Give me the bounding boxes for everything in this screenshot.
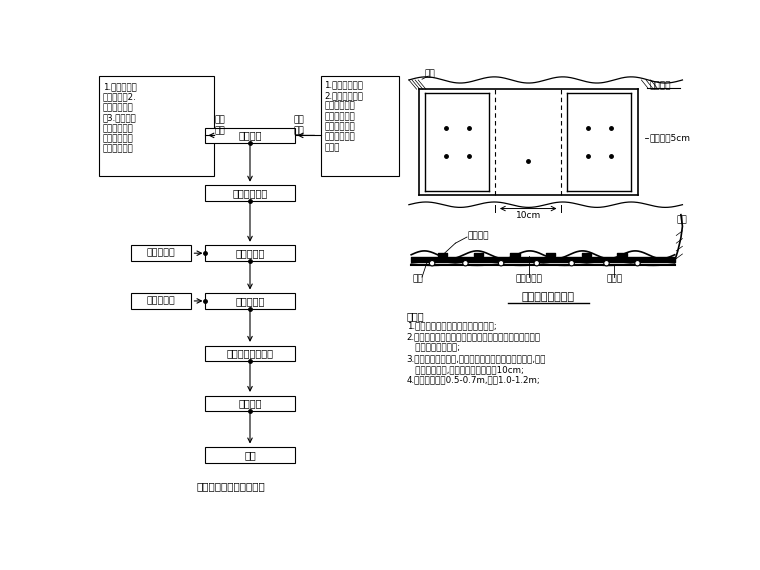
- Text: 热熔垫片: 热熔垫片: [467, 231, 489, 240]
- Bar: [205, 185, 295, 201]
- Bar: [131, 246, 192, 261]
- Bar: [205, 246, 295, 261]
- Text: 射钉: 射钉: [424, 70, 435, 78]
- Circle shape: [499, 260, 504, 266]
- Text: 喷砼: 喷砼: [676, 215, 687, 225]
- Text: 防水板搭接缝焊接: 防水板搭接缝焊接: [226, 348, 274, 359]
- Text: 洞内
准备: 洞内 准备: [293, 116, 304, 135]
- Text: 防水板铺设施工工艺框图: 防水板铺设施工工艺框图: [196, 481, 265, 491]
- Bar: [99, 76, 214, 176]
- Text: 处用热熔焊接,明缝搭接宽度不小于10cm;: 处用热熔焊接,明缝搭接宽度不小于10cm;: [407, 365, 524, 374]
- Text: 防水板铺设示意图: 防水板铺设示意图: [522, 292, 575, 302]
- Circle shape: [635, 260, 640, 266]
- Text: 塑料防水板: 塑料防水板: [515, 274, 543, 283]
- Text: 3.土工膜用射钉固定,防水板搭接在专用垫板固定木上,搭接: 3.土工膜用射钉固定,防水板搭接在专用垫板固定木上,搭接: [407, 354, 546, 363]
- Bar: [205, 293, 295, 308]
- Text: 洞外
准备: 洞外 准备: [214, 116, 225, 135]
- Text: 手动热熔器: 手动热熔器: [147, 296, 176, 306]
- Text: 防水板置度: 防水板置度: [236, 296, 264, 306]
- Text: 说明：: 说明：: [407, 311, 424, 321]
- Text: 粘接宽＜5cm: 粘接宽＜5cm: [649, 133, 690, 142]
- Text: 质量检查: 质量检查: [238, 398, 261, 408]
- Circle shape: [534, 260, 540, 266]
- Text: 平部位应修整补喷;: 平部位应修整补喷;: [407, 343, 460, 352]
- Circle shape: [569, 260, 575, 266]
- Text: 准备工作: 准备工作: [238, 131, 261, 140]
- Text: 验收: 验收: [244, 450, 256, 460]
- Text: 固定土工膜: 固定土工膜: [236, 248, 264, 258]
- Text: 10cm: 10cm: [515, 211, 541, 220]
- Bar: [205, 396, 295, 411]
- Bar: [205, 447, 295, 463]
- Text: 1.防水板在初期支护面上构足够连续;: 1.防水板在初期支护面上构足够连续;: [407, 321, 496, 331]
- Text: 射钉: 射钉: [413, 274, 423, 283]
- Text: 隧道纵向: 隧道纵向: [649, 81, 670, 90]
- Text: 1.工作台就位；
2.搭接锚杆头，
外露钢丝，锚
杆头周密料帽
单位，切断、
装丝头周砂浆
抹平。: 1.工作台就位； 2.搭接锚杆头， 外露钢丝，锚 杆头周密料帽 单位，切断、 装…: [325, 81, 363, 152]
- Bar: [205, 128, 295, 143]
- Circle shape: [463, 260, 468, 266]
- Text: 土工膜: 土工膜: [606, 274, 622, 283]
- Bar: [131, 293, 192, 308]
- Circle shape: [429, 260, 435, 266]
- Text: 4.射钉间距纵积0.5-0.7m,边墙1.0-1.2m;: 4.射钉间距纵积0.5-0.7m,边墙1.0-1.2m;: [407, 376, 540, 385]
- Bar: [205, 345, 295, 361]
- Text: 安装排水盲沟: 安装排水盲沟: [233, 188, 268, 198]
- Text: 1.防水板材料
质量检查；2.
面焊缝搭接验
；3.防水板分
块邻边缘二般
截取，将块邻
的对称叠起。: 1.防水板材料 质量检查；2. 面焊缝搭接验 ；3.防水板分 块邻边缘二般 截取…: [103, 82, 137, 154]
- Bar: [321, 76, 399, 176]
- Circle shape: [603, 260, 610, 266]
- Text: 2.防水板铺设前，搭接数罗不得有锚杆头外露，对凹凸不: 2.防水板铺设前，搭接数罗不得有锚杆头外露，对凹凸不: [407, 332, 540, 341]
- Text: 准备射钉枪: 准备射钉枪: [147, 249, 176, 258]
